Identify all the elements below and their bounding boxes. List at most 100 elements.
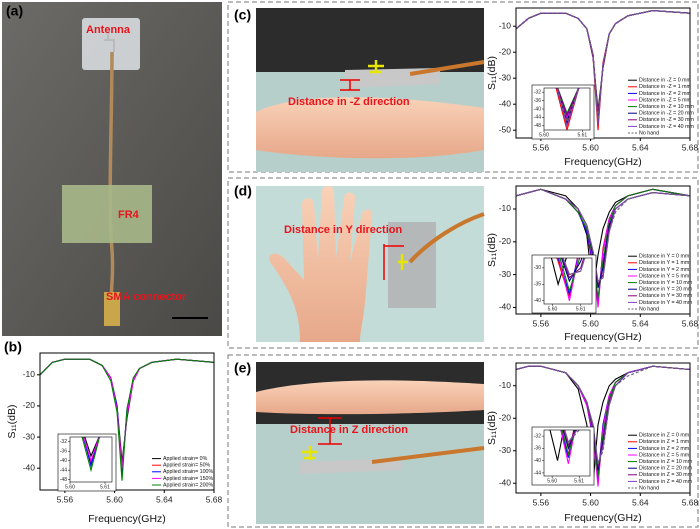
series-line [556,88,580,117]
legend-label: Distance in -Z = 1 mm [639,84,692,90]
render-c: Distance in -Z direction (c) [234,7,485,172]
legend-label: Distance in Y = 5 mm [639,273,690,279]
series-line [556,88,580,128]
inset-y-tick-label: -48 [60,477,67,483]
legend-label: Distance in Y = 0 mm [639,254,690,260]
series-line [562,258,586,276]
inset-series-group [549,430,580,464]
legend-label: Applied strain= 200% [163,482,213,488]
inset-y-tick-label: -44 [60,467,67,473]
inset-frame [543,429,591,477]
antenna [398,254,408,270]
inset-frame [69,436,113,483]
inset-x-tick-label: 5.60 [547,478,557,484]
inset-y-tick-label: -32 [534,90,541,96]
legend-label: Distance in Z = 10 mm [639,459,693,465]
legend-label: Distance in -Z = 40 mm [639,124,694,130]
x-tick-label: 5.64 [632,497,649,507]
inset-x-tick-label: 5.61 [577,132,587,138]
render-background [256,8,484,72]
y-tick-label: -50 [499,124,512,134]
panel-label: (e) [234,360,251,376]
legend-label: Distance in Y = 30 mm [639,293,693,299]
legend-label: No hand [639,485,659,491]
plot-frame [515,362,691,494]
legend-label: Distance in -Z = 2 mm [639,91,692,97]
cable [371,446,485,464]
y-tick-label: -20 [499,46,512,56]
series-line [83,437,100,463]
legend-label: Distance in Z = 20 mm [639,466,693,472]
series-line [559,258,581,293]
y-tick-label: -30 [499,445,512,455]
inset-y-tick-label: -36 [534,98,541,104]
legend-label: Distance in Y = 2 mm [639,267,690,273]
inset-y-tick-label: -48 [534,123,541,129]
x-tick-label: 5.64 [156,494,173,504]
y-tick-label: -10 [23,369,36,379]
hand [256,97,484,159]
series-line [516,188,690,283]
series-line [81,437,101,473]
inset-y-tick-label: -32 [534,433,541,439]
inset-y-tick-label: -35 [534,282,541,288]
inset-x-tick-label: 5.60 [539,132,549,138]
sma-connector [104,292,120,326]
distance-marker [383,244,404,280]
series-line [556,88,580,124]
x-axis-label: Frequency(GHz) [564,512,642,524]
antenna [302,446,318,460]
inset-y-tick-label: -30 [534,265,541,271]
legend-label: Applied strain= 100% [163,469,213,475]
x-tick-label: 5.56 [533,497,550,507]
y-axis-label: S₁₁(dB) [486,56,498,90]
inset-frame [543,257,593,305]
series-line [516,10,690,120]
x-axis-label: Frequency(GHz) [88,513,166,525]
fr4-board [62,185,152,243]
distance-marker [340,79,360,91]
inset-y-tick-label: -36 [60,449,67,455]
legend-label: Distance in Y = 10 mm [639,280,693,286]
legend-label: Distance in -Z = 30 mm [639,117,694,123]
render-d: Distance in Y direction (d) [234,183,485,342]
panel-label: (c) [234,7,251,23]
y-tick-label: -10 [499,203,512,213]
inset-x-tick-label: 5.61 [576,306,586,312]
inset-y-tick-label: -32 [60,439,67,445]
x-axis-label: Frequency(GHz) [564,331,642,343]
inset-y-tick-label: -44 [534,470,541,476]
hand [269,186,373,342]
y-tick-label: -30 [23,431,36,441]
panel-label: (d) [234,183,252,199]
series-line [561,430,576,457]
x-tick-label: 5.60 [582,497,599,507]
series-line [516,365,690,464]
cable [408,212,485,264]
panel-frame [227,354,699,528]
plot-frame [39,352,215,491]
legend-label: Distance in Z = 1 mm [639,439,690,445]
legend-label: Distance in -Z = 5 mm [639,97,692,103]
legend-label: Distance in Z = 0 mm [639,433,690,439]
series-group [516,10,690,131]
y-tick-label: -10 [499,20,512,30]
antenna [368,60,384,74]
annotation: Distance in -Z direction [288,96,410,108]
y-axis-label: S₁₁(dB) [486,233,498,267]
legend-label: Distance in Y = 1 mm [639,260,690,266]
y-tick-label: -30 [499,269,512,279]
x-tick-label: 5.68 [682,318,699,328]
legend-label: No hand [639,306,659,312]
series-line [560,258,583,283]
x-tick-label: 5.56 [533,318,550,328]
series-line [40,358,214,481]
inset-y-tick-label: -44 [534,115,541,121]
antenna-film [82,18,140,70]
inset-x-tick-label: 5.61 [100,484,110,490]
legend-label: Distance in Z = 30 mm [639,472,693,478]
inset-x-tick-label: 5.60 [548,306,558,312]
legend-label: Distance in Y = 40 mm [639,300,693,306]
inset-series-group [81,437,101,473]
